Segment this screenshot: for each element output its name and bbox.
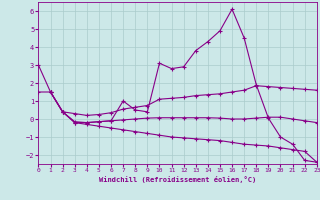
X-axis label: Windchill (Refroidissement éolien,°C): Windchill (Refroidissement éolien,°C) [99, 176, 256, 183]
